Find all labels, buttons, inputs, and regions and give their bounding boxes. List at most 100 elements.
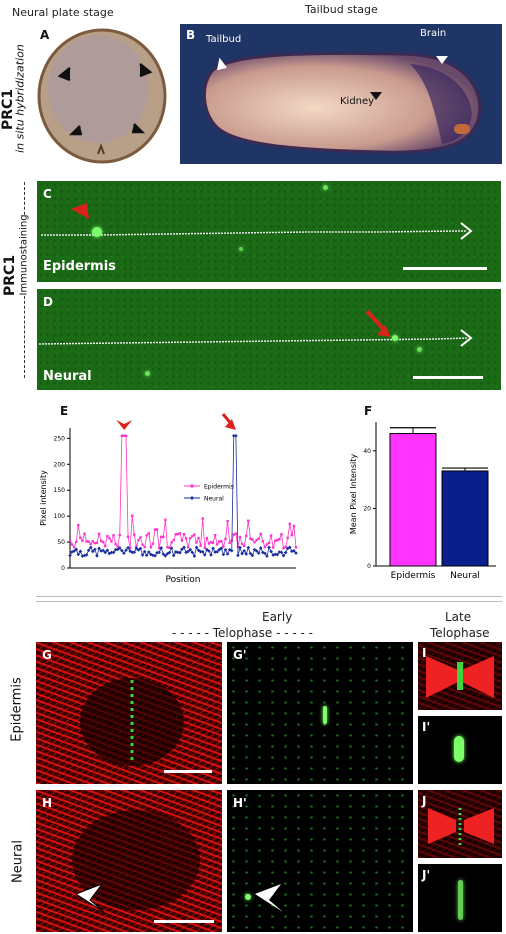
- chart-e-point-epidermis: [112, 534, 115, 537]
- chart-e-point-epidermis: [72, 545, 76, 549]
- scale-bar-g: [164, 770, 212, 773]
- chart-e-point-neural: [117, 546, 122, 550]
- chart-e-point-epidermis: [195, 541, 198, 544]
- chart-e-point-epidermis: [263, 545, 267, 549]
- header-tailbud: Tailbud stage: [305, 3, 378, 16]
- chart-e-point-neural: [271, 553, 275, 557]
- chart-e-point-neural: [207, 549, 211, 553]
- chart-e-point-neural: [138, 546, 143, 551]
- panel-letter-i: I: [422, 646, 427, 660]
- chart-e-point-epidermis: [253, 541, 256, 544]
- chart-e-point-epidermis: [240, 542, 244, 546]
- chart-e-point-epidermis: [83, 532, 86, 535]
- panel-i-prime: I': [418, 716, 502, 784]
- chart-e-point-neural: [290, 549, 294, 554]
- panel-d: D Neural: [37, 289, 501, 390]
- chart-e-legend-label: Neural: [204, 496, 224, 503]
- chart-e-point-neural: [167, 550, 172, 555]
- chart-e-point-epidermis: [249, 537, 252, 541]
- chart-e-point-neural: [120, 548, 124, 553]
- label-neural-d: Neural: [43, 369, 92, 384]
- chart-e-point-epidermis: [284, 545, 287, 549]
- panel-letter-j: J: [422, 794, 427, 808]
- chart-e-ytick-label: 100: [54, 513, 66, 520]
- arrowhead-a3: [68, 125, 82, 136]
- chart-e-point-neural: [115, 547, 120, 552]
- chart-e-point-epidermis: [101, 540, 105, 544]
- chart-e-point-epidermis: [120, 434, 124, 437]
- label-prc1-mid: PRC1: [2, 254, 18, 296]
- chart-e-point-neural: [140, 553, 145, 557]
- chart-e-point-epidermis: [265, 543, 269, 546]
- chart-e-point-epidermis: [189, 536, 192, 540]
- chart-e-point-neural: [229, 548, 234, 553]
- chart-e-point-epidermis: [118, 533, 121, 537]
- chart-e-point-neural: [194, 545, 199, 550]
- chart-e-point-neural: [182, 545, 186, 550]
- chart-e-point-neural: [130, 550, 135, 555]
- chart-e-point-epidermis: [149, 546, 153, 549]
- chart-e-point-neural: [122, 551, 126, 556]
- prc1-spot-d: [392, 335, 398, 341]
- chart-e-point-epidermis: [245, 534, 248, 538]
- chart-e-point-epidermis: [104, 544, 107, 548]
- chart-e-point-epidermis: [168, 546, 171, 550]
- chart-e-point-neural: [188, 547, 193, 552]
- prc1-spot-c: [92, 227, 102, 237]
- panel-letter-d: D: [43, 295, 53, 309]
- chart-f-category-label: Neural: [450, 571, 480, 581]
- chart-e-legend-label: Epidermis: [204, 484, 234, 491]
- chart-e-point-epidermis: [172, 538, 175, 542]
- chart-e-point-neural: [223, 547, 228, 552]
- chart-e-point-epidermis: [184, 537, 188, 540]
- chart-e-point-neural: [184, 550, 188, 555]
- panel-j: J: [418, 790, 502, 858]
- chart-e-point-epidermis: [292, 524, 296, 528]
- line-trace-d: [38, 309, 473, 347]
- chart-e-point-neural: [93, 547, 97, 552]
- chart-e-point-epidermis: [137, 538, 140, 542]
- chart-e-point-epidermis: [228, 541, 231, 545]
- chart-e-point-neural: [176, 550, 180, 555]
- chart-e-legend-marker: [190, 484, 194, 488]
- chart-e-point-epidermis: [126, 535, 130, 539]
- red-arrow-d: [377, 325, 391, 337]
- chart-e-point-epidermis: [155, 528, 159, 531]
- chart-e-point-neural: [244, 552, 249, 556]
- panel-letter-a: A: [40, 28, 50, 42]
- chart-e-point-epidermis: [238, 535, 242, 539]
- chart-e-point-neural: [279, 550, 284, 555]
- panel-letter-c: C: [43, 187, 52, 201]
- chart-e-point-neural: [76, 552, 81, 557]
- chart-e-point-neural: [134, 546, 139, 551]
- chart-e-point-neural: [180, 547, 184, 552]
- chart-e-point-neural: [132, 550, 137, 555]
- line-trace-c: [41, 203, 473, 240]
- chart-e-point-neural: [211, 546, 215, 551]
- chart-e-point-epidermis: [133, 533, 136, 536]
- chart-e-point-epidermis: [160, 535, 163, 539]
- chart-e-point-epidermis: [145, 534, 148, 537]
- panel-letter-g: G: [42, 648, 52, 662]
- chart-e-point-neural: [267, 545, 271, 550]
- panel-g: G: [36, 642, 222, 784]
- chart-e-point-epidermis: [135, 545, 138, 548]
- chart-e-point-neural: [88, 545, 93, 550]
- chart-e-point-neural: [234, 433, 238, 438]
- panel-h: H: [36, 790, 222, 932]
- header-late: Late: [445, 610, 472, 624]
- chart-e-point-neural: [227, 547, 232, 552]
- chart-e-point-neural: [196, 548, 201, 553]
- scale-bar-h: [154, 920, 214, 923]
- chart-e-point-neural: [163, 554, 168, 558]
- chart-e-point-neural: [294, 551, 298, 555]
- chart-e-point-epidermis: [77, 523, 80, 527]
- chart-e-point-neural: [217, 547, 222, 552]
- chart-e-point-epidermis: [203, 546, 206, 549]
- red-arrowhead-c: [71, 203, 89, 219]
- chart-e-point-epidermis: [209, 540, 213, 544]
- chart-e-point-neural: [219, 546, 224, 550]
- label-epidermis-c: Epidermis: [43, 259, 116, 274]
- chart-e-ytick-label: 200: [54, 461, 66, 468]
- chart-e-point-neural: [190, 550, 195, 555]
